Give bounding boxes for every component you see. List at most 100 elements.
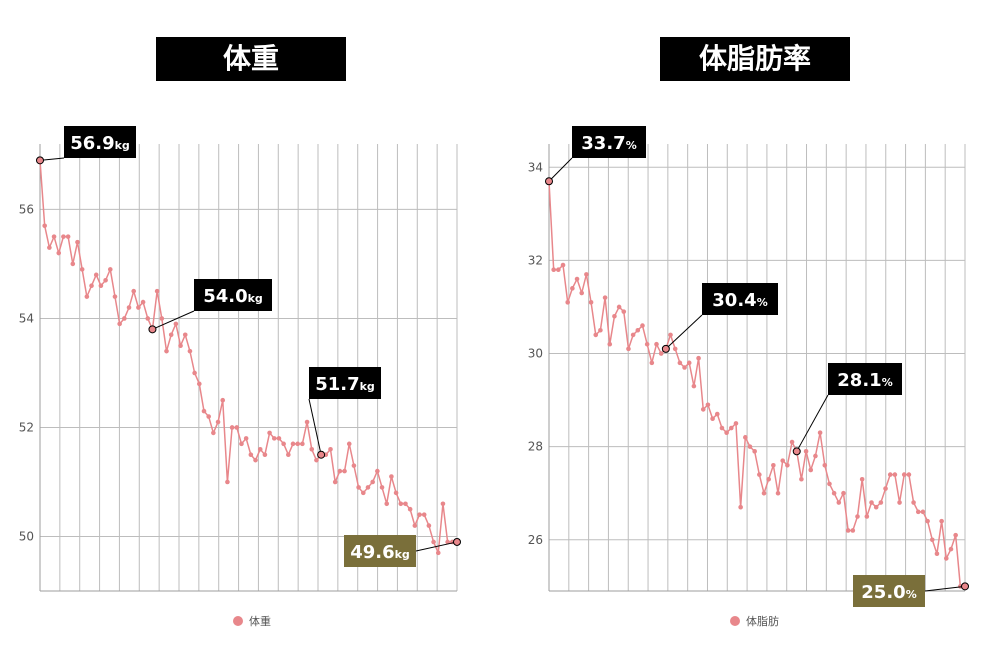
data-point bbox=[126, 305, 132, 310]
data-point bbox=[598, 327, 603, 333]
data-point bbox=[831, 490, 837, 496]
data-point bbox=[89, 283, 94, 289]
callout-leader bbox=[796, 394, 829, 452]
data-point bbox=[304, 419, 310, 425]
data-point bbox=[728, 425, 734, 431]
bodyfat-chart-title: 体脂肪率 bbox=[660, 37, 850, 81]
data-point bbox=[925, 518, 930, 524]
callout-marker bbox=[36, 156, 44, 165]
data-point bbox=[588, 300, 594, 305]
data-point bbox=[65, 234, 71, 239]
data-point bbox=[398, 501, 404, 507]
data-point bbox=[393, 490, 399, 496]
callout-box bbox=[194, 279, 272, 311]
data-point bbox=[887, 472, 893, 477]
y-tick-label: 52 bbox=[19, 420, 34, 434]
callout-label: 54.0kg bbox=[203, 286, 263, 307]
legend-marker bbox=[233, 616, 243, 626]
data-point bbox=[724, 430, 729, 435]
data-point bbox=[407, 506, 413, 512]
data-point bbox=[939, 518, 944, 524]
callout-marker bbox=[661, 344, 670, 353]
callout-marker bbox=[545, 177, 553, 186]
data-point bbox=[168, 332, 174, 338]
data-point bbox=[897, 500, 902, 505]
series-line bbox=[548, 181, 965, 588]
data-point bbox=[682, 365, 687, 370]
data-point bbox=[173, 321, 179, 327]
data-point bbox=[677, 360, 683, 366]
callout-marker bbox=[453, 537, 461, 546]
callout-marker bbox=[148, 325, 157, 334]
data-point bbox=[178, 343, 183, 348]
data-point bbox=[56, 250, 62, 256]
callout-leader bbox=[152, 310, 195, 330]
data-point bbox=[220, 397, 226, 403]
data-point bbox=[98, 283, 104, 289]
y-tick-label: 50 bbox=[19, 529, 34, 543]
data-point bbox=[859, 476, 865, 482]
data-point bbox=[607, 341, 613, 347]
data-point bbox=[841, 490, 846, 496]
data-point bbox=[616, 304, 622, 310]
data-point bbox=[445, 539, 450, 545]
data-point bbox=[855, 514, 860, 519]
data-point bbox=[332, 479, 338, 485]
data-point bbox=[813, 453, 818, 459]
data-point bbox=[766, 476, 771, 482]
callout-value: 51.7 bbox=[315, 374, 359, 395]
data-point bbox=[686, 360, 692, 366]
data-point bbox=[70, 261, 76, 267]
callout-unit: % bbox=[626, 139, 637, 152]
data-point bbox=[47, 245, 52, 250]
data-point bbox=[187, 348, 193, 354]
data-point bbox=[710, 416, 715, 422]
callout-label: 25.0% bbox=[861, 582, 916, 603]
data-point bbox=[375, 468, 380, 474]
data-point bbox=[696, 355, 701, 361]
data-point bbox=[691, 383, 697, 389]
data-point bbox=[370, 479, 375, 485]
data-point bbox=[197, 381, 202, 387]
data-point bbox=[61, 234, 66, 239]
data-point bbox=[799, 476, 804, 482]
data-point bbox=[243, 436, 249, 441]
data-point bbox=[182, 332, 188, 338]
data-point bbox=[159, 316, 165, 321]
data-point bbox=[757, 472, 762, 477]
data-point bbox=[714, 411, 720, 417]
data-point bbox=[658, 351, 664, 356]
data-point bbox=[761, 490, 767, 496]
data-point bbox=[785, 462, 790, 468]
data-point bbox=[626, 346, 631, 352]
legend-marker bbox=[730, 616, 740, 626]
callout-leader bbox=[308, 398, 322, 455]
weight-chart-title: 体重 bbox=[156, 37, 346, 81]
callout-box bbox=[702, 283, 778, 315]
data-point bbox=[281, 441, 286, 447]
data-point bbox=[140, 299, 146, 305]
data-point bbox=[435, 550, 441, 556]
data-point bbox=[229, 425, 235, 430]
data-point bbox=[201, 408, 207, 414]
data-point bbox=[379, 485, 385, 490]
data-point bbox=[79, 267, 85, 272]
data-point bbox=[948, 546, 954, 552]
data-point bbox=[356, 485, 361, 490]
callout-unit: % bbox=[906, 588, 917, 601]
data-point bbox=[192, 370, 197, 376]
data-point bbox=[154, 288, 160, 294]
data-point bbox=[431, 539, 436, 545]
data-point bbox=[630, 332, 636, 338]
data-point bbox=[360, 490, 366, 496]
data-point bbox=[440, 501, 446, 507]
y-tick-label: 26 bbox=[528, 533, 543, 547]
data-point bbox=[827, 481, 832, 487]
data-point bbox=[42, 223, 47, 229]
data-point bbox=[556, 267, 561, 273]
data-point bbox=[122, 316, 127, 321]
data-point bbox=[103, 277, 108, 283]
data-point bbox=[892, 472, 898, 477]
data-point bbox=[869, 500, 874, 505]
